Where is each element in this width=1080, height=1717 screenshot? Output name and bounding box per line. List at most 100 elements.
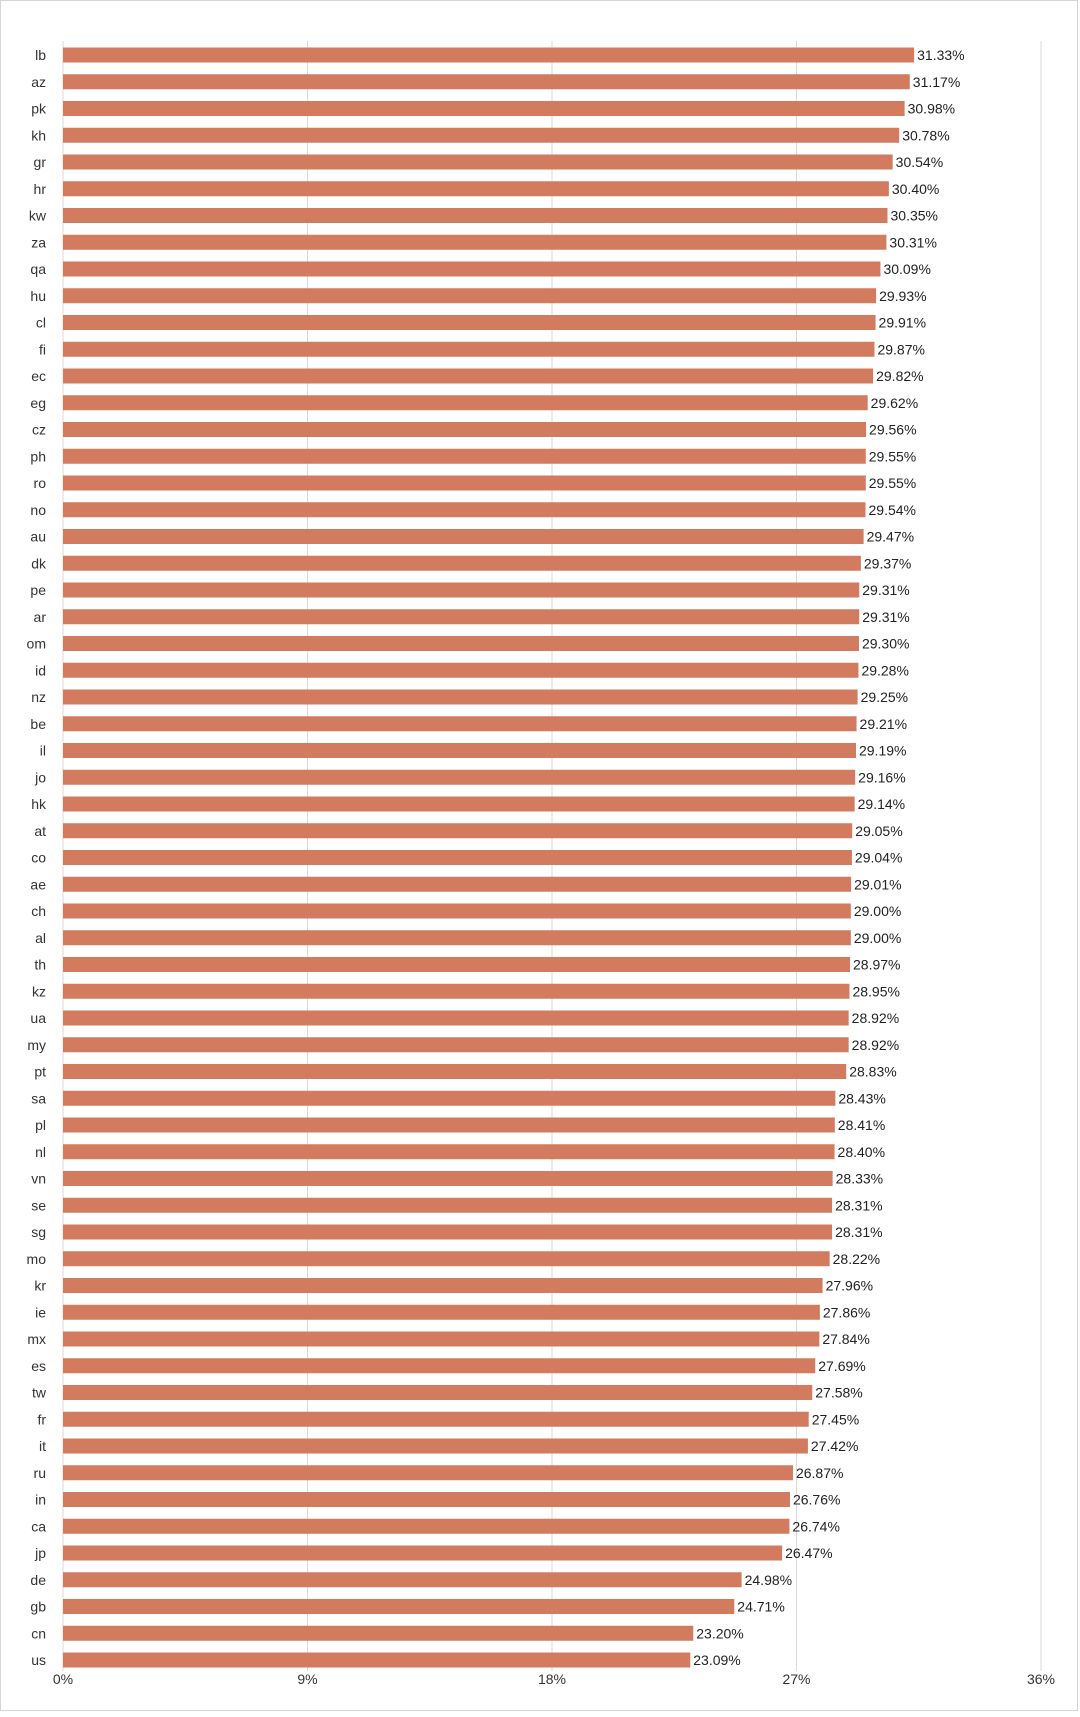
category-label: qa xyxy=(30,261,46,277)
x-tick-label: 18% xyxy=(538,1671,566,1687)
category-label: ru xyxy=(34,1465,46,1481)
data-label: 28.31% xyxy=(835,1197,882,1213)
bar-ie xyxy=(63,1304,820,1320)
data-label: 27.58% xyxy=(815,1385,862,1401)
category-label: mx xyxy=(27,1331,46,1347)
bar-pe xyxy=(63,582,860,598)
category-label: kh xyxy=(31,127,46,143)
category-label: nl xyxy=(35,1144,46,1160)
data-label: 29.00% xyxy=(854,930,901,946)
data-label: 28.40% xyxy=(838,1144,885,1160)
category-label: cz xyxy=(32,422,46,438)
category-label: vn xyxy=(31,1171,46,1187)
data-label: 24.71% xyxy=(737,1599,784,1615)
category-label: in xyxy=(35,1492,46,1508)
data-label: 29.47% xyxy=(867,529,914,545)
data-label: 29.91% xyxy=(879,315,926,331)
category-label: sa xyxy=(31,1090,46,1106)
bar-tw xyxy=(63,1385,813,1400)
bar-de xyxy=(63,1572,742,1588)
bar-my xyxy=(63,1037,849,1053)
bar-jo xyxy=(63,769,856,785)
data-label: 26.74% xyxy=(792,1518,839,1534)
category-label: ch xyxy=(31,903,46,919)
data-label: 29.14% xyxy=(858,796,905,812)
data-label: 29.00% xyxy=(854,903,901,919)
bar-hr xyxy=(63,181,889,197)
category-label: dk xyxy=(31,555,47,571)
bar-au xyxy=(63,529,864,544)
bar-ro xyxy=(63,475,866,491)
category-label: se xyxy=(31,1197,46,1213)
data-label: 29.55% xyxy=(869,448,916,464)
category-label: pk xyxy=(31,101,47,117)
data-label: 26.76% xyxy=(793,1492,840,1508)
bar-it xyxy=(63,1438,808,1454)
bar-co xyxy=(63,850,852,865)
bar-nz xyxy=(63,689,858,705)
data-label: 29.30% xyxy=(862,636,909,652)
data-label: 27.45% xyxy=(812,1411,859,1427)
data-label: 28.92% xyxy=(852,1010,899,1026)
category-label: hk xyxy=(31,796,47,812)
data-label: 29.16% xyxy=(858,769,905,785)
bar-no xyxy=(63,502,866,518)
bar-mo xyxy=(63,1251,830,1267)
bar-hk xyxy=(63,796,855,812)
data-label: 28.41% xyxy=(838,1117,885,1133)
category-label: mo xyxy=(27,1251,47,1267)
bar-nl xyxy=(63,1144,835,1160)
data-label: 27.96% xyxy=(826,1278,873,1294)
bar-pl xyxy=(63,1117,835,1133)
category-label: gb xyxy=(30,1599,46,1615)
category-label: no xyxy=(30,502,46,518)
data-label: 29.56% xyxy=(869,422,916,438)
category-label: eg xyxy=(30,395,46,411)
data-label: 23.09% xyxy=(693,1652,740,1668)
category-label: us xyxy=(31,1652,46,1668)
bar-al xyxy=(63,930,851,946)
category-label: gr xyxy=(34,154,47,170)
category-label: nz xyxy=(31,689,46,705)
x-tick-label: 27% xyxy=(782,1671,810,1687)
data-labels: 31.33% 31.17% 30.98% 30.78% 30.54% 30.40% 30.3… xyxy=(693,47,964,1668)
data-label: 29.01% xyxy=(854,876,901,892)
data-label: 30.54% xyxy=(896,154,943,170)
data-label: 29.05% xyxy=(855,823,902,839)
data-label: 30.78% xyxy=(902,127,949,143)
bar-th xyxy=(63,957,851,972)
data-label: 28.43% xyxy=(838,1090,885,1106)
data-label: 28.92% xyxy=(852,1037,899,1053)
bar-az xyxy=(63,74,910,90)
bar-jp xyxy=(63,1545,783,1561)
category-label: de xyxy=(30,1572,46,1588)
category-label: it xyxy=(39,1438,46,1454)
bar-cl xyxy=(63,315,876,330)
data-label: 24.98% xyxy=(745,1572,792,1588)
bar-ca xyxy=(63,1518,790,1534)
bar-hu xyxy=(63,288,877,304)
bar-il xyxy=(63,743,856,758)
data-label: 29.21% xyxy=(860,716,907,732)
data-label: 26.47% xyxy=(785,1545,832,1561)
bar-ru xyxy=(63,1465,793,1481)
bar-at xyxy=(63,823,853,839)
category-label: ph xyxy=(30,448,46,464)
category-label: pt xyxy=(34,1064,46,1080)
category-label: ie xyxy=(35,1304,46,1320)
category-label: fi xyxy=(39,341,46,357)
category-label: ae xyxy=(30,876,46,892)
data-label: 28.97% xyxy=(853,957,900,973)
data-label: 27.42% xyxy=(811,1438,858,1454)
data-label: 29.37% xyxy=(864,555,911,571)
data-label: 30.31% xyxy=(889,234,936,250)
category-label: jo xyxy=(34,769,46,785)
bar-om xyxy=(63,636,859,651)
bar-gr xyxy=(63,154,893,170)
category-label: om xyxy=(27,636,46,652)
data-label: 30.98% xyxy=(908,101,955,117)
category-label: tw xyxy=(32,1385,47,1401)
category-label: kr xyxy=(34,1278,46,1294)
